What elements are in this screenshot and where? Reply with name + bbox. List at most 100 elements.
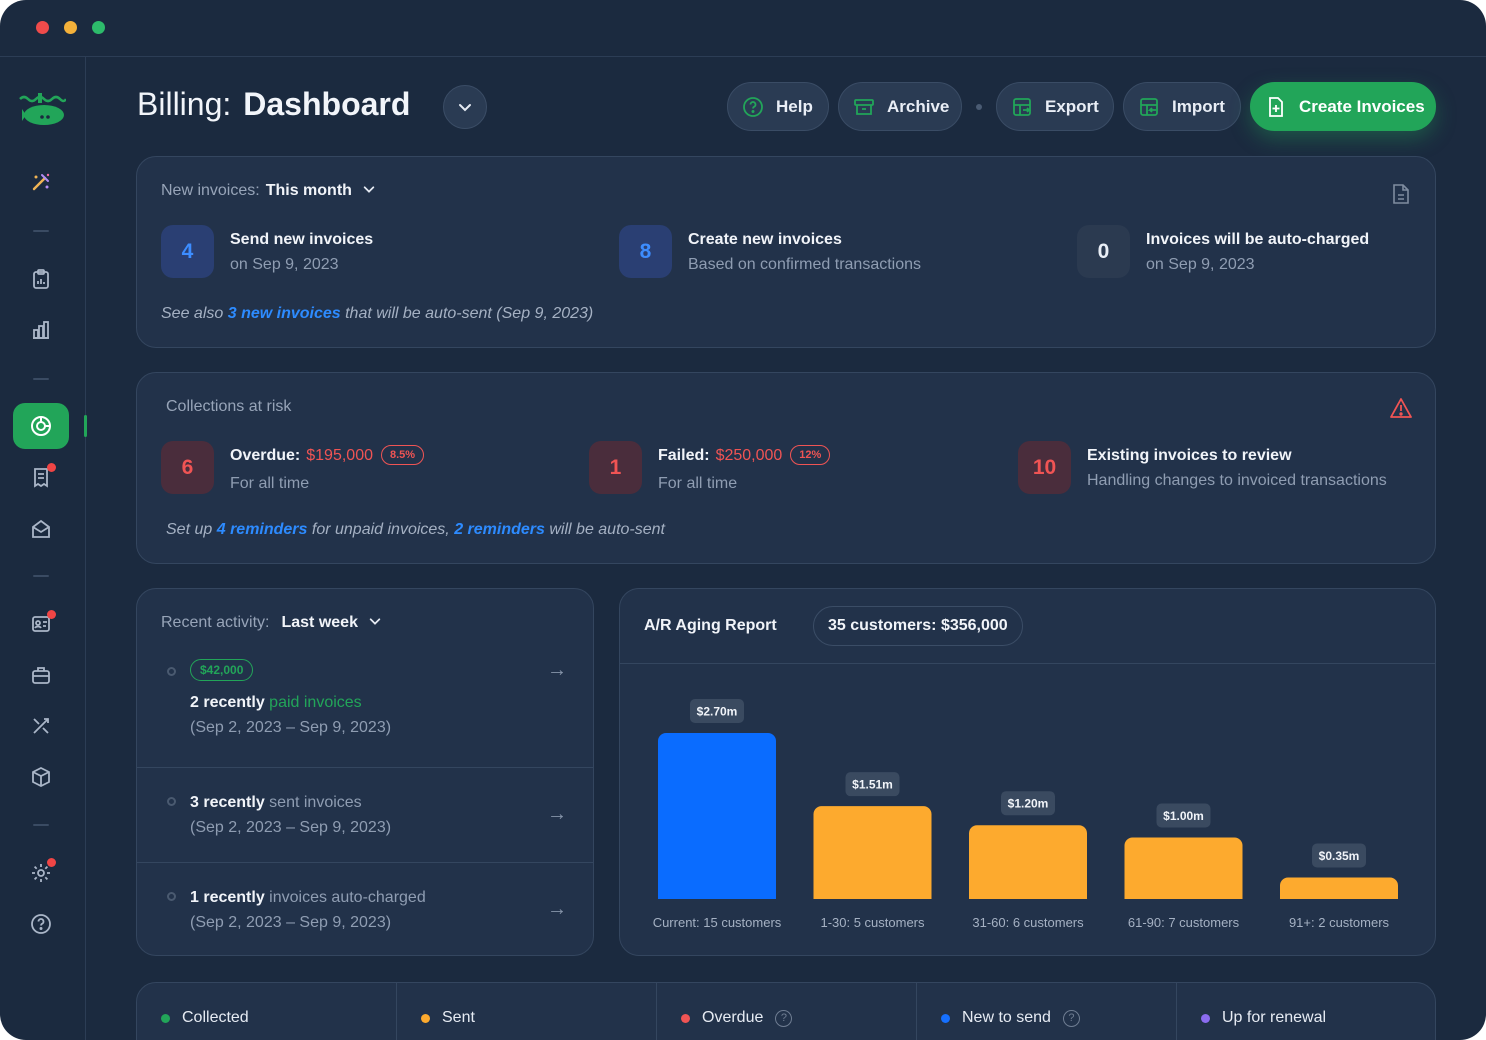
new-invoices-period-selector[interactable]: New invoices: This month bbox=[161, 182, 376, 200]
cube-icon[interactable] bbox=[26, 762, 56, 792]
minimize-window-button[interactable] bbox=[64, 21, 77, 34]
activity-kind: paid invoices bbox=[269, 694, 362, 711]
activity-item-auto-charged[interactable]: 1 recently invoices auto-charged (Sep 2,… bbox=[137, 862, 593, 955]
new-invoices-label: New invoices: bbox=[161, 182, 260, 199]
mail-icon[interactable] bbox=[26, 514, 56, 544]
bar-4[interactable] bbox=[1124, 837, 1243, 899]
submarine-logo-icon[interactable] bbox=[17, 87, 67, 131]
arrow-right-icon[interactable]: → bbox=[547, 659, 567, 681]
send-new-title[interactable]: Send new invoices bbox=[230, 231, 374, 248]
export-button[interactable]: Export bbox=[996, 82, 1114, 131]
chevron-down-icon bbox=[459, 104, 471, 112]
question-mark-icon[interactable]: ? bbox=[775, 1009, 793, 1027]
archive-button[interactable]: Archive bbox=[838, 82, 962, 131]
footer-text: that will be auto-sent (Sep 9, 2023) bbox=[345, 305, 594, 322]
document-icon[interactable] bbox=[1391, 183, 1411, 210]
value-label-2: $1.51m bbox=[852, 778, 893, 792]
overdue-amount: $195,000 bbox=[306, 447, 373, 464]
auto-charged-count[interactable]: 0 bbox=[1077, 225, 1130, 278]
create-invoices-button[interactable]: Create Invoices bbox=[1250, 82, 1436, 131]
recent-activity-card: Recent activity: Last week $42,000 2 rece… bbox=[136, 588, 594, 956]
failed-title-row[interactable]: Failed: $250,000 12% bbox=[658, 445, 831, 465]
review-sub: Handling changes to invoiced transaction… bbox=[1087, 472, 1387, 489]
overdue-count[interactable]: 6 bbox=[161, 441, 214, 494]
dashboard-switcher-button[interactable] bbox=[443, 85, 487, 129]
new-invoices-link[interactable]: 3 new invoices bbox=[227, 305, 341, 322]
create-new-sub: Based on confirmed transactions bbox=[688, 256, 922, 273]
help-button-label: Help bbox=[776, 96, 813, 116]
category-label-4: 61-90: 7 customers bbox=[1128, 915, 1240, 930]
legend-cell-sent[interactable]: Sent bbox=[397, 983, 657, 1040]
receipt-icon[interactable] bbox=[26, 462, 56, 492]
page-title: Billing: Dashboard bbox=[137, 86, 410, 123]
legend-dot bbox=[421, 1013, 430, 1023]
category-label-1: Current: 15 customers bbox=[653, 915, 782, 930]
gear-icon[interactable] bbox=[26, 858, 56, 888]
contact-card-icon[interactable] bbox=[26, 609, 56, 639]
auto-reminders-link[interactable]: 2 reminders bbox=[454, 521, 545, 538]
arrow-right-icon[interactable]: → bbox=[547, 803, 567, 825]
sidebar-item-billing[interactable] bbox=[13, 403, 69, 449]
bar-chart-icon[interactable] bbox=[26, 315, 56, 345]
bar-base-2 bbox=[813, 891, 932, 899]
bar-1[interactable] bbox=[658, 733, 776, 899]
table-export-icon bbox=[1011, 96, 1033, 118]
legend-cell-overdue[interactable]: Overdue? bbox=[657, 983, 917, 1040]
create-new-count[interactable]: 8 bbox=[619, 225, 672, 278]
collections-at-risk-card: Collections at risk 6 Overdue: $195,000 8.… bbox=[136, 372, 1436, 564]
overdue-percent-badge: 8.5% bbox=[380, 445, 425, 465]
create-new-title[interactable]: Create new invoices bbox=[688, 231, 842, 248]
auto-charged-title[interactable]: Invoices will be auto-charged bbox=[1146, 231, 1370, 248]
create-invoices-button-label: Create Invoices bbox=[1299, 96, 1425, 116]
bar-3[interactable] bbox=[969, 825, 1087, 899]
overdue-title-row[interactable]: Overdue: $195,000 8.5% bbox=[230, 445, 425, 465]
title-bar bbox=[0, 0, 1486, 57]
tools-icon[interactable] bbox=[26, 711, 56, 741]
bar-2[interactable] bbox=[813, 806, 932, 899]
send-new-sub: on Sep 9, 2023 bbox=[230, 256, 339, 273]
reminders-link[interactable]: 4 reminders bbox=[216, 521, 308, 538]
send-new-count[interactable]: 4 bbox=[161, 225, 214, 278]
notification-dot bbox=[47, 463, 56, 472]
overdue-title: Overdue: bbox=[230, 447, 301, 464]
archive-box-icon bbox=[853, 96, 875, 118]
active-indicator bbox=[84, 415, 87, 437]
legend-cell-new-to-send[interactable]: New to send? bbox=[917, 983, 1177, 1040]
sidebar-divider bbox=[33, 824, 49, 826]
magic-wand-icon[interactable] bbox=[26, 167, 56, 197]
footer-text: Set up bbox=[166, 521, 213, 538]
import-button[interactable]: Import bbox=[1123, 82, 1241, 131]
activity-date: (Sep 2, 2023 – Sep 9, 2023) bbox=[190, 914, 392, 931]
failed-count[interactable]: 1 bbox=[589, 441, 642, 494]
legend-cell-collected[interactable]: Collected bbox=[137, 983, 397, 1040]
close-window-button[interactable] bbox=[36, 21, 49, 34]
activity-count: 2 recently bbox=[190, 694, 265, 711]
review-title[interactable]: Existing invoices to review bbox=[1087, 447, 1292, 464]
failed-title: Failed: bbox=[658, 447, 710, 464]
activity-period-selector[interactable]: Recent activity: Last week bbox=[161, 614, 382, 632]
activity-date: (Sep 2, 2023 – Sep 9, 2023) bbox=[190, 719, 392, 736]
legend-dot bbox=[1201, 1013, 1210, 1023]
warning-triangle-icon bbox=[1389, 397, 1413, 424]
maximize-window-button[interactable] bbox=[92, 21, 105, 34]
activity-item-paid[interactable]: $42,000 2 recently paid invoices (Sep 2,… bbox=[137, 589, 593, 767]
question-mark-icon[interactable]: ? bbox=[1062, 1009, 1080, 1027]
legend-cell-up-for-renewal[interactable]: Up for renewal bbox=[1177, 983, 1437, 1040]
clipboard-report-icon[interactable] bbox=[26, 264, 56, 294]
auto-charged-sub: on Sep 9, 2023 bbox=[1146, 256, 1255, 273]
briefcase-icon[interactable] bbox=[26, 660, 56, 690]
review-count[interactable]: 10 bbox=[1018, 441, 1071, 494]
ar-aging-summary-badge[interactable]: 35 customers: $356,000 bbox=[813, 606, 1023, 646]
arrow-right-icon[interactable]: → bbox=[547, 898, 567, 920]
bar-base-1 bbox=[658, 891, 776, 899]
value-label-4: $1.00m bbox=[1163, 809, 1204, 823]
help-circle-icon[interactable] bbox=[26, 909, 56, 939]
new-invoices-period: This month bbox=[265, 182, 352, 199]
value-label-bg-2 bbox=[845, 772, 900, 797]
chevron-down-icon bbox=[364, 186, 375, 193]
failed-sub: For all time bbox=[658, 475, 738, 492]
value-label-bg-1 bbox=[690, 699, 744, 723]
activity-item-sent[interactable]: 3 recently sent invoices (Sep 2, 2023 – … bbox=[137, 767, 593, 862]
help-button[interactable]: Help bbox=[727, 82, 829, 131]
page-title-main: Dashboard bbox=[243, 86, 411, 122]
